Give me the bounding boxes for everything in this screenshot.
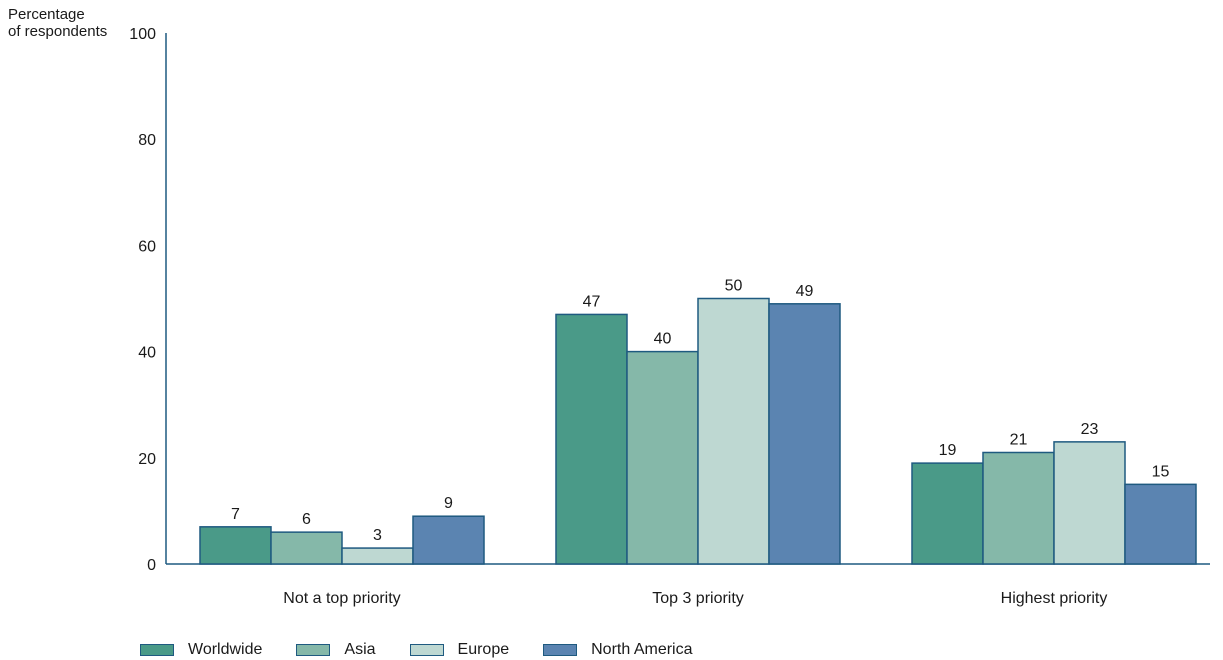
x-category-label: Highest priority	[1001, 590, 1108, 607]
bar-value-label: 9	[444, 495, 453, 512]
bar	[341, 547, 414, 565]
bar-value-label: 40	[654, 331, 672, 348]
y-tick-label: 20	[138, 451, 156, 468]
legend-swatch-asia	[296, 644, 331, 656]
y-tick-label: 60	[138, 238, 156, 255]
bar-value-label: 50	[725, 278, 743, 295]
legend-label-europe: Europe	[457, 641, 510, 658]
bar	[412, 515, 485, 565]
legend-label-worldwide: Worldwide	[188, 641, 263, 658]
legend-item-north-america: North America	[543, 641, 693, 659]
bar	[697, 297, 770, 565]
bar	[1124, 483, 1197, 565]
bar-value-label: 3	[373, 527, 382, 544]
bar-value-label: 15	[1152, 463, 1170, 480]
bar-value-label: 6	[302, 511, 311, 528]
legend-swatch-worldwide	[140, 644, 174, 656]
bar	[555, 313, 628, 565]
legend-label-north-america: North America	[591, 641, 693, 658]
y-tick-label: 100	[129, 26, 156, 43]
bar	[270, 531, 343, 565]
legend-item-worldwide: Worldwide	[140, 641, 262, 659]
bar-value-label: 21	[1010, 431, 1028, 448]
y-axis-title-line-2: of respondents	[8, 23, 108, 40]
bar	[199, 526, 272, 565]
x-category-label: Not a top priority	[283, 590, 400, 607]
y-axis-title: Percentage of respondents	[8, 6, 107, 40]
legend-swatch-europe	[409, 644, 444, 656]
bar	[768, 303, 841, 565]
bar	[982, 451, 1055, 565]
bar	[626, 350, 699, 565]
x-category-label: Top 3 priority	[652, 590, 744, 607]
bar	[1053, 441, 1126, 565]
y-tick-label: 80	[138, 132, 156, 149]
legend-label-asia: Asia	[344, 641, 376, 658]
y-axis-title-line-1: Percentage	[8, 6, 85, 23]
legend-item-europe: Europe	[409, 641, 510, 659]
bar-value-label: 7	[231, 506, 240, 523]
legend: Worldwide Asia Europe North America	[140, 641, 727, 659]
legend-swatch-north-america	[543, 644, 578, 656]
bar	[911, 462, 984, 565]
y-tick-label: 0	[147, 557, 156, 574]
bar-value-label: 23	[1081, 421, 1099, 438]
bar-value-label: 49	[796, 283, 814, 300]
legend-item-asia: Asia	[296, 641, 376, 659]
y-tick-label: 40	[138, 345, 156, 362]
bar-value-label: 19	[939, 442, 957, 459]
bar-value-label: 47	[583, 293, 601, 310]
